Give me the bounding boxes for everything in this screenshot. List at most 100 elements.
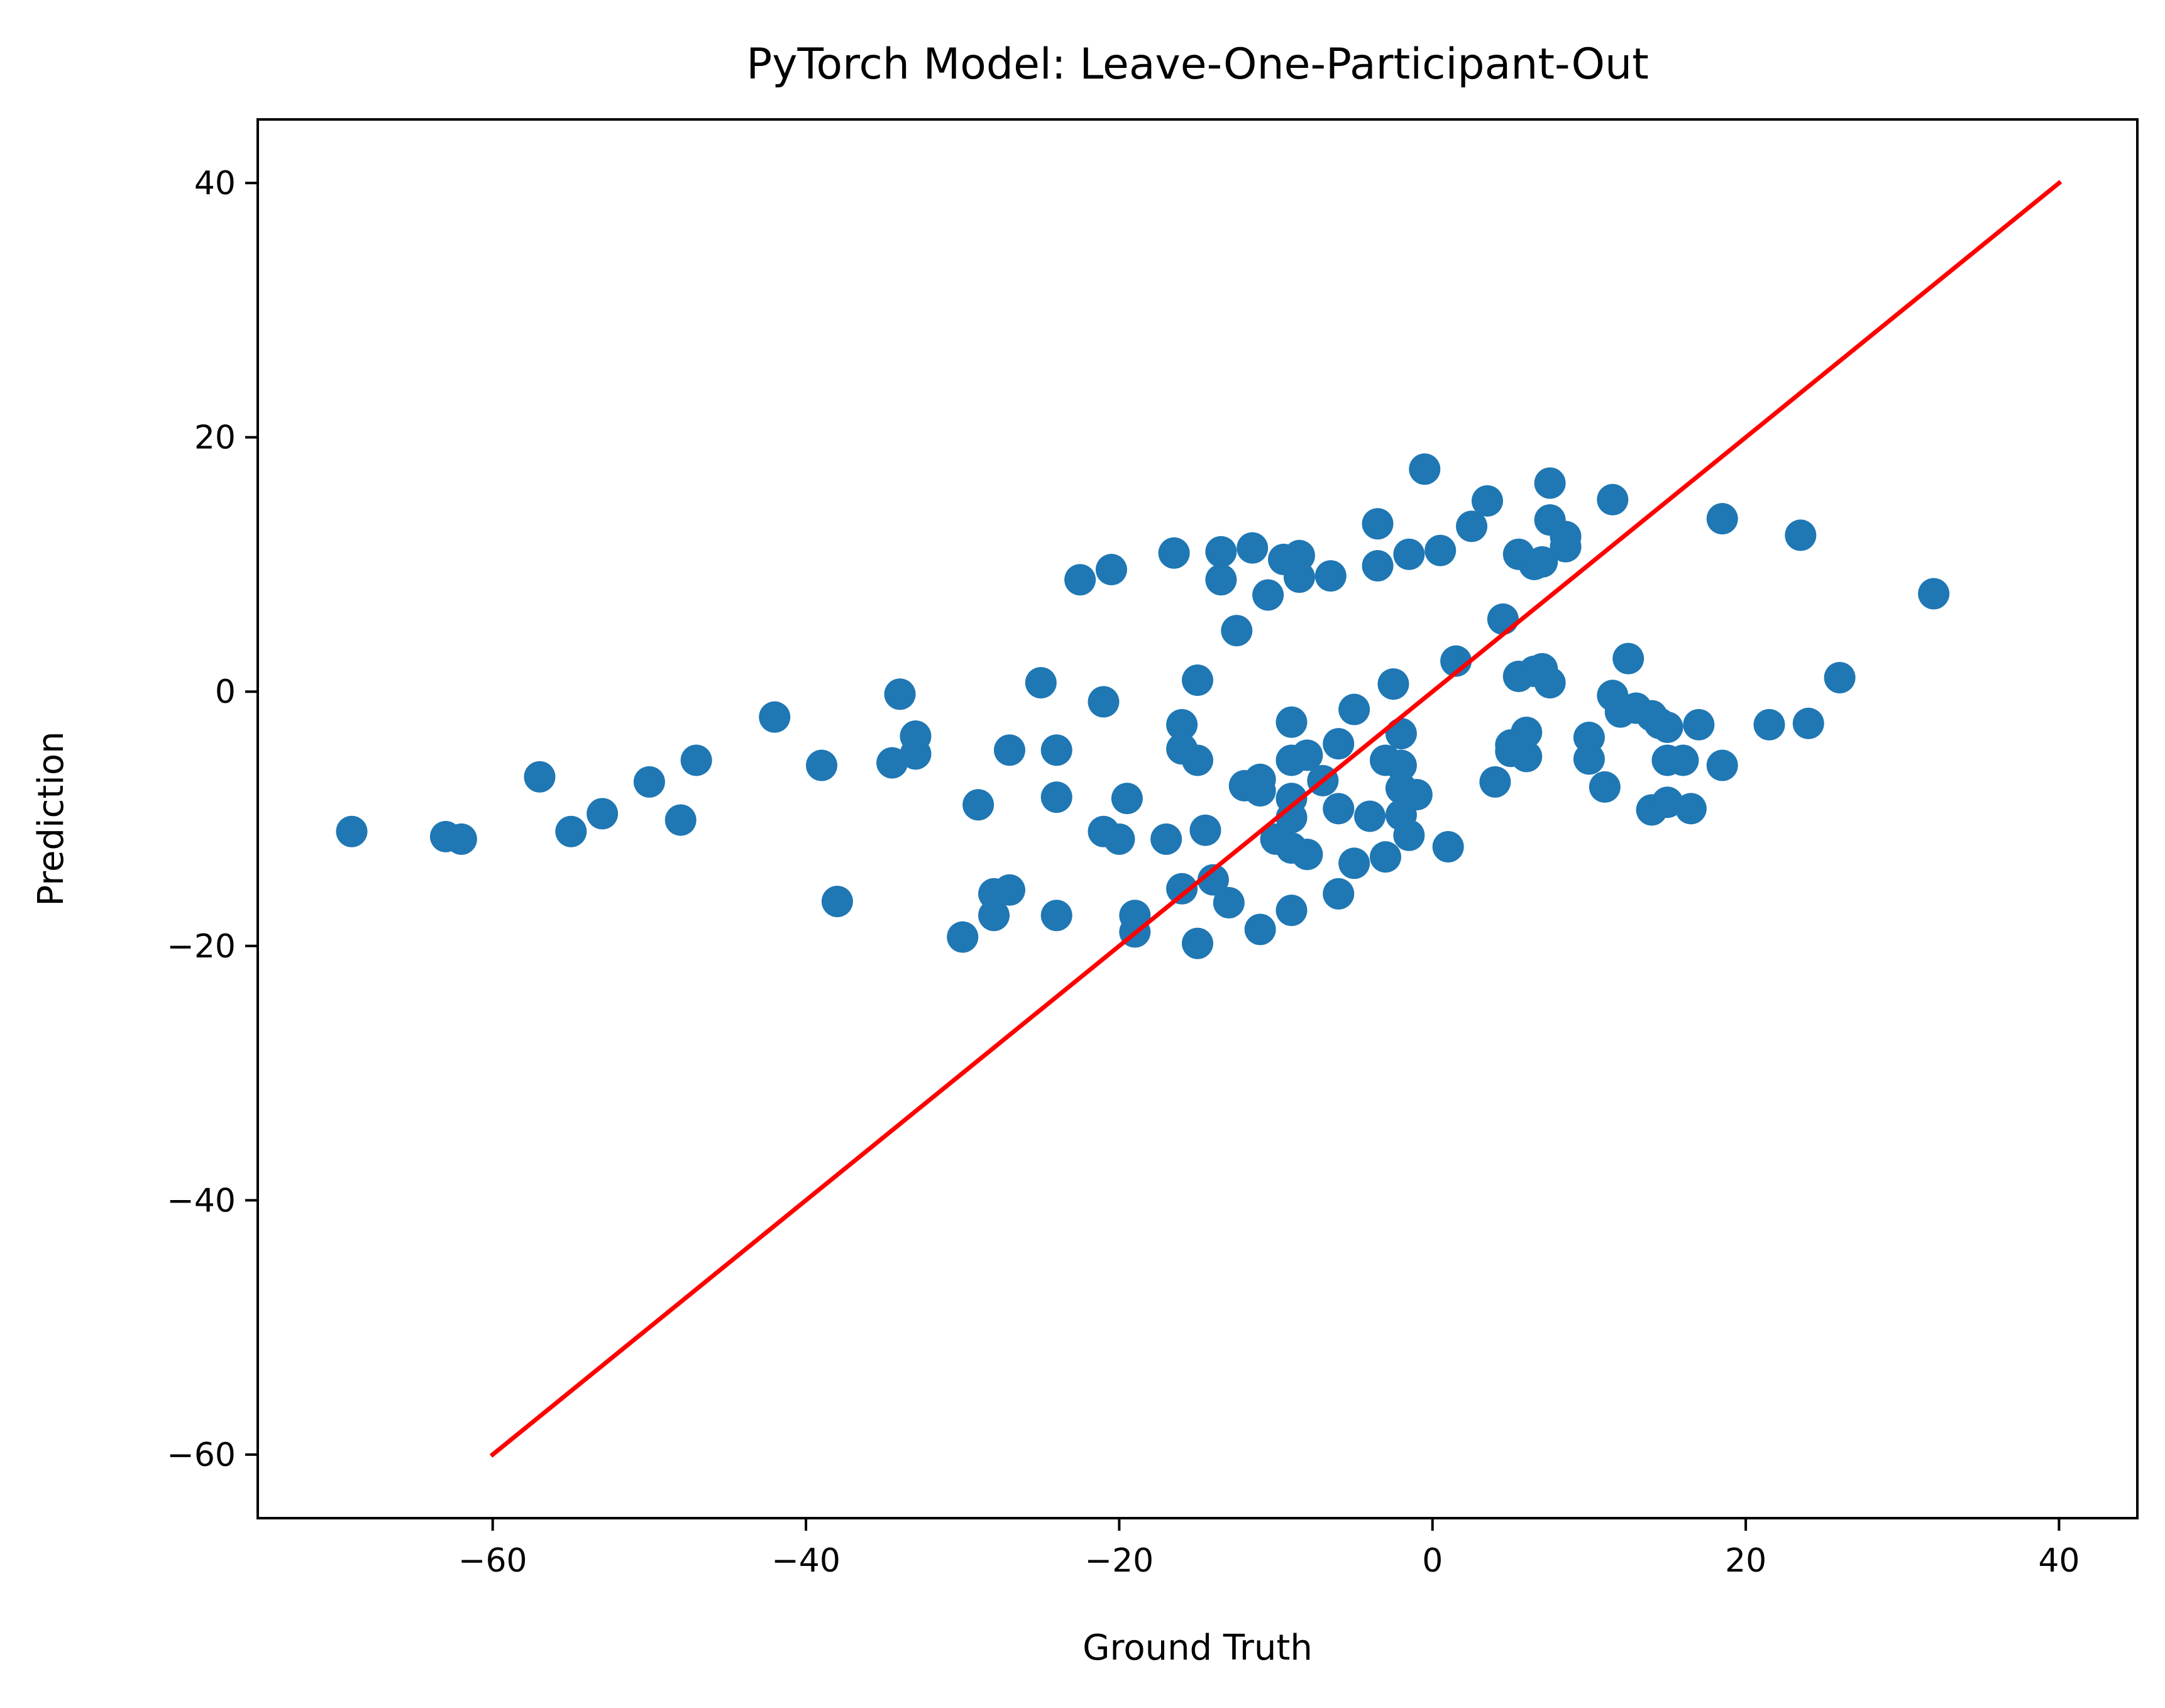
scatter-point: [1534, 467, 1566, 499]
scatter-point: [1456, 510, 1488, 543]
scatter-point: [1667, 744, 1699, 776]
scatter-point: [1275, 895, 1308, 927]
y-tick-label: 40: [194, 165, 236, 202]
scatter-point: [1511, 716, 1543, 748]
scatter-point: [1424, 534, 1457, 566]
scatter-point: [962, 789, 994, 821]
scatter-point: [1597, 483, 1629, 515]
scatter-point: [994, 734, 1025, 766]
scatter-point: [680, 744, 712, 776]
scatter-point: [1550, 531, 1582, 563]
scatter-point: [994, 874, 1025, 906]
scatter-point: [1589, 771, 1621, 803]
y-tick-label: −60: [167, 1436, 236, 1474]
scatter-point: [1158, 537, 1190, 569]
scatter-point: [1095, 554, 1127, 586]
scatter-point: [1338, 847, 1370, 879]
scatter-point: [759, 701, 791, 733]
scatter-point: [900, 738, 932, 770]
plot-frame: [256, 118, 2139, 1519]
scatter-point: [1409, 453, 1441, 485]
x-tick-label: 20: [1725, 1542, 1766, 1580]
scatter-point: [1362, 508, 1394, 540]
scatter-point: [1432, 831, 1464, 862]
scatter-point: [884, 678, 916, 710]
chart-marks: [336, 180, 2063, 1458]
scatter-point: [1918, 578, 1950, 610]
scatter-point: [1283, 561, 1315, 593]
scatter-point: [1197, 864, 1229, 896]
scatter-point: [1252, 579, 1284, 611]
scatter-point: [1370, 841, 1401, 873]
scatter-point: [1354, 800, 1386, 832]
y-axis-label: Prediction: [31, 731, 72, 906]
scatter-point: [1166, 873, 1198, 905]
x-tick-label: −20: [1085, 1542, 1154, 1580]
scatter-point: [1244, 763, 1276, 795]
x-tick-label: 40: [2038, 1542, 2080, 1580]
scatter-point: [1088, 686, 1120, 718]
y-tick-label: −40: [167, 1182, 236, 1220]
scatter-point: [1064, 564, 1096, 596]
scatter-point: [1377, 668, 1409, 700]
scatter-point: [1471, 485, 1503, 517]
chart-title: PyTorch Model: Leave-One-Participant-Out: [746, 40, 1649, 89]
scatter-point: [1275, 706, 1308, 738]
scatter-point: [1291, 839, 1323, 871]
scatter-point: [821, 885, 853, 917]
scatter-point: [1573, 743, 1605, 775]
y-tick-label: 20: [194, 419, 236, 457]
scatter-point: [1314, 560, 1347, 592]
scatter-point: [633, 766, 665, 798]
scatter-point: [1479, 766, 1511, 798]
scatter-point: [445, 823, 477, 855]
scatter-point: [1182, 664, 1213, 697]
scatter-point: [524, 761, 556, 793]
scatter-point: [1040, 900, 1072, 932]
scatter-point: [1706, 749, 1738, 781]
scatter-point: [1166, 708, 1198, 741]
scatter-point: [1573, 722, 1605, 754]
scatter-point: [1150, 823, 1182, 855]
reference-line: [489, 180, 2063, 1458]
scatter-point: [1511, 741, 1543, 773]
scatter-point: [1393, 819, 1425, 851]
scatter-point: [1683, 708, 1715, 741]
x-tick-label: −60: [458, 1542, 527, 1580]
scatter-point: [1221, 615, 1253, 647]
scatter-point: [587, 798, 619, 830]
x-tick-label: −40: [771, 1542, 840, 1580]
scatter-point: [1291, 739, 1323, 771]
scatter-point: [1706, 503, 1738, 535]
scatter-point: [1040, 781, 1072, 813]
scatter-point: [947, 921, 979, 953]
scatter-point: [1244, 913, 1276, 945]
scatter-point: [1111, 783, 1143, 815]
scatter-point: [1824, 661, 1856, 693]
scatter-point: [1675, 793, 1707, 825]
scatter-point: [1040, 734, 1072, 766]
scatter-point: [555, 815, 587, 847]
y-tick-label: 0: [215, 673, 236, 711]
scatter-point: [806, 749, 837, 781]
scatter-point: [1785, 519, 1817, 551]
scatter-point: [1401, 779, 1433, 811]
y-tick-label: −20: [167, 928, 236, 966]
scatter-point: [1323, 728, 1355, 760]
scatter-point: [1205, 564, 1237, 596]
scatter-point: [1025, 667, 1057, 699]
x-tick-label: 0: [1422, 1542, 1443, 1580]
scatter-point: [1362, 549, 1394, 581]
scatter-point: [1792, 707, 1824, 739]
scatter-point: [1753, 708, 1785, 741]
scatter-point: [1182, 927, 1213, 959]
chart-axes: −60 −40 −20 0 20 40 −60 −40 −20 0 20 40: [167, 118, 2139, 1580]
scatter-point: [336, 815, 368, 847]
scatter-point: [1385, 717, 1417, 749]
scatter-point: [1213, 887, 1245, 918]
scatter-point: [664, 804, 697, 836]
scatter-point: [1393, 538, 1425, 570]
scatter-point: [1323, 793, 1355, 825]
scatter-point: [978, 900, 1010, 932]
